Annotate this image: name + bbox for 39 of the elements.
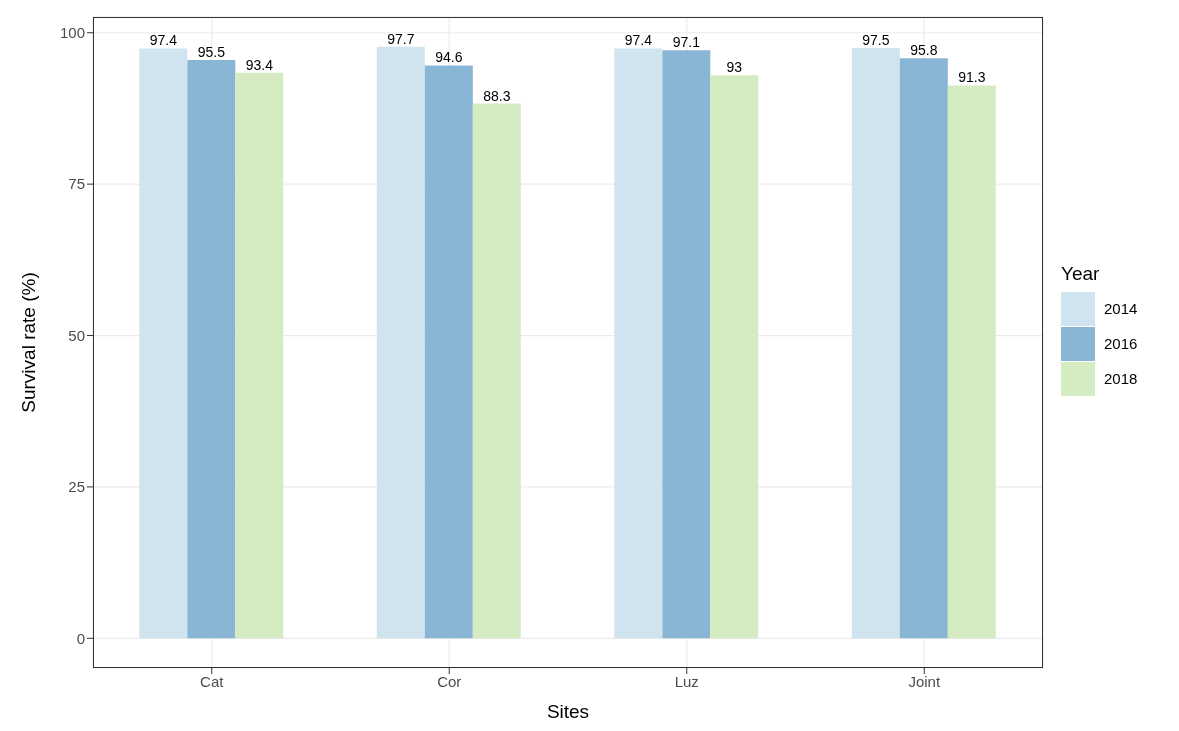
y-tick-label: 100 xyxy=(59,24,85,42)
bar xyxy=(424,65,473,639)
data-label: 97.5 xyxy=(862,31,890,48)
bar xyxy=(472,103,521,639)
data-label: 93 xyxy=(726,59,743,76)
data-label: 95.8 xyxy=(910,42,938,59)
data-label: 94.6 xyxy=(435,49,463,66)
data-label: 95.5 xyxy=(197,44,226,60)
bar xyxy=(376,46,425,639)
y-tick-label: 50 xyxy=(68,326,85,344)
y-tick-label: 75 xyxy=(68,175,85,193)
y-tick-label: 0 xyxy=(76,629,85,647)
x-tick-label: Cat xyxy=(200,672,225,690)
bar xyxy=(899,58,948,639)
bar xyxy=(614,48,663,639)
legend-title: Year xyxy=(1061,263,1101,285)
data-label: 91.3 xyxy=(958,69,986,86)
data-label: 97.7 xyxy=(387,30,415,47)
bar xyxy=(947,85,996,639)
data-label: 93.4 xyxy=(245,56,274,73)
x-tick-label: Joint xyxy=(908,672,941,690)
x-tick-label: Cor xyxy=(437,672,462,690)
y-axis-title: Survival rate (%) xyxy=(17,272,39,413)
data-label: 97.4 xyxy=(624,32,653,49)
legend-label: 2014 xyxy=(1104,300,1138,317)
bar xyxy=(235,72,284,639)
y-tick-label: 25 xyxy=(68,478,85,496)
legend-label: 2018 xyxy=(1104,370,1138,387)
data-label: 97.1 xyxy=(672,34,701,51)
data-label: 97.4 xyxy=(149,32,178,49)
x-tick-label: Luz xyxy=(674,672,699,690)
bar xyxy=(851,47,900,639)
data-label: 88.3 xyxy=(483,87,511,104)
legend-label: 2016 xyxy=(1104,335,1138,352)
x-axis-title: Sites xyxy=(546,701,590,722)
bar xyxy=(187,60,236,639)
bar xyxy=(662,50,711,639)
bar xyxy=(139,48,188,639)
bar xyxy=(710,75,759,639)
